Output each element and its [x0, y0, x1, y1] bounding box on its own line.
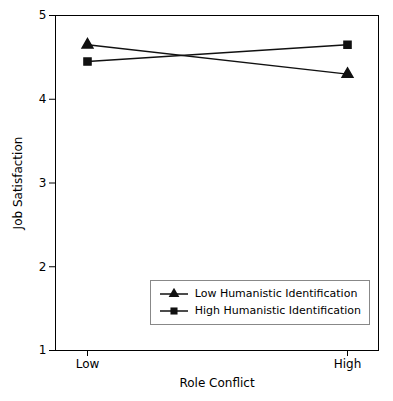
svg-text:Role Conflict: Role Conflict [179, 376, 254, 390]
html-text:High Humanistic Identification: High Humanistic Identification [194, 303, 361, 317]
svg-text:2: 2 [39, 260, 47, 274]
svg-text:5: 5 [39, 8, 47, 22]
svg-text:4: 4 [39, 92, 47, 106]
svg-text:1: 1 [39, 343, 47, 357]
svg-text:Job Satisfaction: Job Satisfaction [11, 137, 25, 231]
svg-text:Low: Low [76, 357, 100, 371]
svg-text:High: High [334, 357, 362, 371]
svg-text:3: 3 [39, 176, 47, 190]
html-text:Low Humanistic Identification: Low Humanistic Identification [194, 287, 358, 300]
